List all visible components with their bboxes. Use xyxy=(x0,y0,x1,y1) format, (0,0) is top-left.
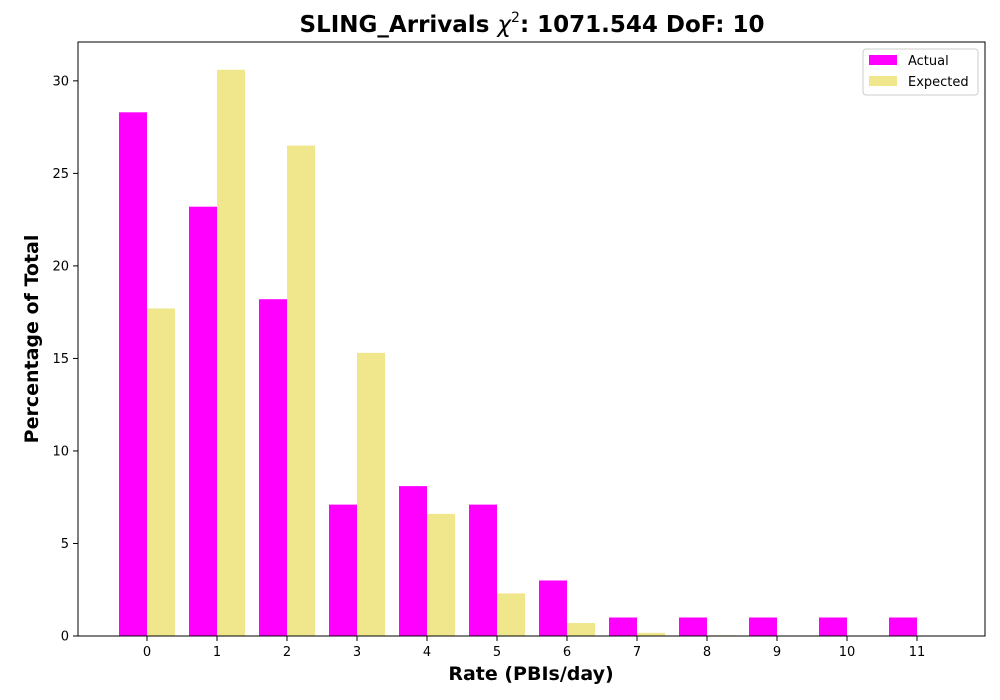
x-tick-label: 8 xyxy=(703,645,711,660)
x-tick-label: 1 xyxy=(213,645,221,660)
y-tick-label: 10 xyxy=(52,444,69,459)
bar-actual-8 xyxy=(679,617,707,636)
bar-actual-2 xyxy=(259,299,287,636)
bar-actual-1 xyxy=(189,206,217,636)
bar-actual-0 xyxy=(119,112,147,637)
bar-expected-6 xyxy=(567,623,595,636)
bar-expected-1 xyxy=(217,69,245,636)
bar-actual-9 xyxy=(749,617,777,636)
legend-label-expected: Expected xyxy=(908,75,969,90)
legend-swatch-expected xyxy=(869,76,897,86)
legend-swatch-actual xyxy=(869,55,897,65)
legend-label-actual: Actual xyxy=(908,54,949,69)
bar-expected-7 xyxy=(637,632,665,636)
x-tick-label: 0 xyxy=(143,645,151,660)
bar-expected-4 xyxy=(427,513,455,636)
x-axis-ticks: 0 1 2 3 4 5 6 7 8 9 10 11 xyxy=(143,636,925,660)
x-tick-label: 5 xyxy=(493,645,501,660)
bar-actual-5 xyxy=(469,504,497,636)
bar-actual-4 xyxy=(399,486,427,636)
legend: Actual Expected xyxy=(862,48,979,96)
y-axis-ticks: 0 5 10 15 20 25 30 xyxy=(52,74,78,645)
y-tick-label: 30 xyxy=(52,74,69,89)
bar-group xyxy=(119,69,917,637)
x-tick-label: 11 xyxy=(909,645,926,660)
y-tick-label: 20 xyxy=(52,259,69,274)
chi-symbol: χ xyxy=(495,12,512,38)
x-tick-label: 7 xyxy=(633,645,641,660)
chi-exponent: 2 xyxy=(511,10,520,26)
chart-title-suffix: : 1071.544 DoF: 10 xyxy=(520,12,765,38)
bar-actual-6 xyxy=(539,580,567,636)
y-axis-label: Percentage of Total xyxy=(21,235,43,444)
chart-title-prefix: SLING_Arrivals xyxy=(300,12,498,38)
bar-actual-3 xyxy=(329,504,357,636)
y-tick-label: 5 xyxy=(61,537,69,552)
bar-expected-2 xyxy=(287,145,315,637)
bar-actual-7 xyxy=(609,617,637,636)
bar-expected-5 xyxy=(497,593,525,636)
bar-actual-11 xyxy=(889,617,917,636)
x-tick-label: 4 xyxy=(423,645,431,660)
bar-actual-10 xyxy=(819,617,847,636)
chart-title: SLING_Arrivals χ2: 1071.544 DoF: 10 xyxy=(300,10,765,38)
x-tick-label: 9 xyxy=(773,645,781,660)
x-tick-label: 2 xyxy=(283,645,291,660)
x-tick-label: 6 xyxy=(563,645,571,660)
y-tick-label: 0 xyxy=(61,630,69,645)
bar-expected-3 xyxy=(357,352,385,636)
x-axis-label: Rate (PBIs/day) xyxy=(448,663,613,685)
plot-frame xyxy=(77,41,986,637)
y-tick-label: 15 xyxy=(52,352,69,367)
y-tick-label: 25 xyxy=(52,167,69,182)
bar-expected-0 xyxy=(147,308,175,636)
x-tick-label: 3 xyxy=(353,645,361,660)
x-tick-label: 10 xyxy=(839,645,856,660)
